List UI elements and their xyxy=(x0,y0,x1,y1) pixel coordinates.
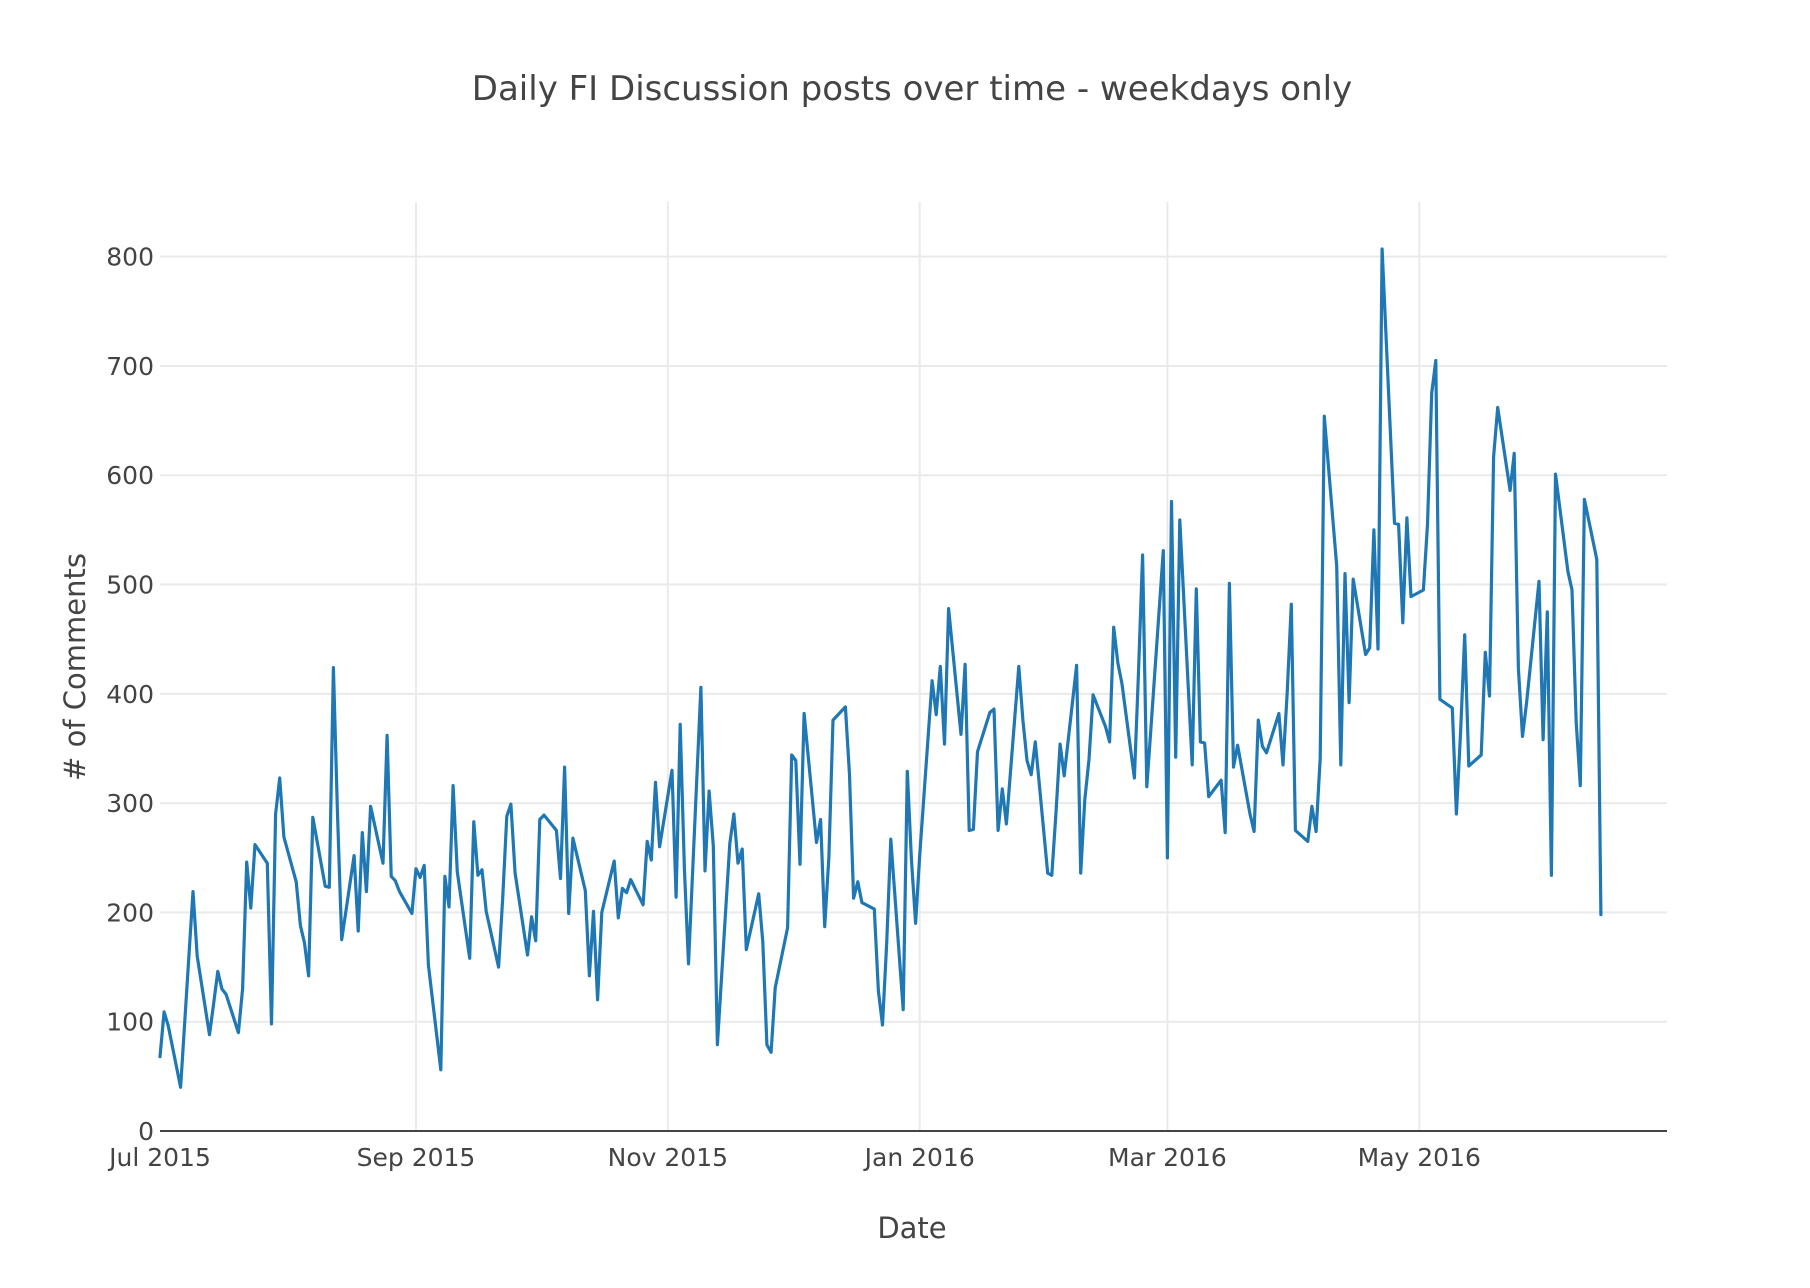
y-tick-label: 400 xyxy=(106,680,154,709)
x-tick-label: Mar 2016 xyxy=(1108,1143,1227,1172)
y-tick-label: 0 xyxy=(138,1117,154,1146)
chart-title: Daily FI Discussion posts over time - we… xyxy=(472,69,1352,109)
y-tick-label: 600 xyxy=(106,461,154,490)
x-tick-label: Jul 2015 xyxy=(107,1143,211,1172)
y-tick-label: 300 xyxy=(106,789,154,818)
x-tick-label: Sep 2015 xyxy=(357,1143,476,1172)
series-line-comments xyxy=(158,247,1603,1089)
y-tick-labels: 0 100 200 300 400 500 600 700 800 xyxy=(106,243,154,1146)
x-gridlines xyxy=(414,202,1421,1131)
y-axis-title: # of Comments xyxy=(58,553,92,781)
y-tick-label: 500 xyxy=(106,571,154,600)
x-axis-title: Date xyxy=(877,1211,946,1245)
y-tick-label: 200 xyxy=(106,898,154,927)
y-tick-label: 800 xyxy=(106,243,154,272)
y-tick-label: 100 xyxy=(106,1008,154,1037)
x-tick-label: Nov 2015 xyxy=(608,1143,728,1172)
series-layer xyxy=(158,247,1603,1089)
x-tick-label: May 2016 xyxy=(1358,1143,1481,1172)
x-tick-label: Jan 2016 xyxy=(863,1143,975,1172)
y-tick-label: 700 xyxy=(106,352,154,381)
x-tick-labels: Jul 2015 Sep 2015 Nov 2015 Jan 2016 Mar 2016… xyxy=(107,1143,1481,1172)
